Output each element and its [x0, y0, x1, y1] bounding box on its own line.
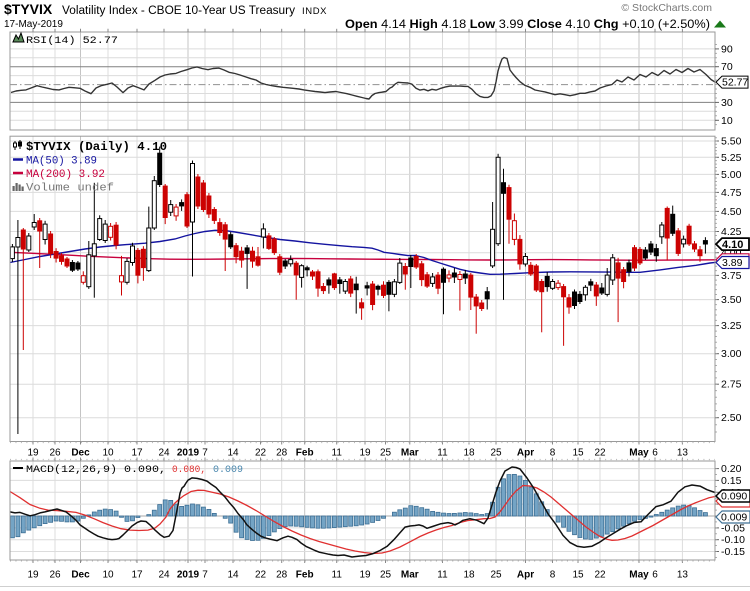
svg-text:19: 19 — [27, 448, 39, 459]
svg-text:25: 25 — [380, 448, 392, 459]
svg-text:30: 30 — [721, 97, 733, 109]
svg-text:28: 28 — [276, 570, 288, 581]
svg-text:17: 17 — [131, 448, 143, 459]
svg-text:70: 70 — [721, 61, 733, 73]
svg-text:RSI(14) 52.77: RSI(14) 52.77 — [26, 35, 118, 47]
svg-text:7: 7 — [202, 570, 208, 581]
svg-text:0.009: 0.009 — [213, 464, 243, 476]
svg-text:8: 8 — [550, 448, 556, 459]
svg-text:11: 11 — [332, 448, 343, 459]
svg-text:10: 10 — [102, 570, 114, 581]
svg-text:6: 6 — [652, 448, 658, 459]
svg-text:$TYVIX: $TYVIX — [4, 1, 53, 17]
svg-text:17: 17 — [131, 570, 143, 581]
svg-text:19: 19 — [359, 570, 371, 581]
svg-text:90: 90 — [721, 43, 733, 55]
svg-text:0.080,: 0.080, — [172, 464, 206, 476]
svg-text:28: 28 — [276, 448, 288, 459]
svg-text:May: May — [629, 570, 649, 581]
svg-text:MA(50) 3.89: MA(50) 3.89 — [26, 156, 97, 168]
svg-text:2.50: 2.50 — [721, 412, 742, 424]
svg-text:-0.05: -0.05 — [721, 522, 745, 534]
svg-text:22: 22 — [255, 448, 267, 459]
svg-text:Dec: Dec — [71, 448, 90, 459]
svg-text:Dec: Dec — [71, 570, 90, 581]
svg-text:MA(200) 3.92: MA(200) 3.92 — [26, 169, 105, 181]
svg-text:Feb: Feb — [296, 448, 314, 459]
svg-text:25: 25 — [490, 570, 502, 581]
svg-text:5.25: 5.25 — [721, 152, 742, 164]
svg-text:22: 22 — [594, 448, 606, 459]
svg-text:25: 25 — [490, 448, 502, 459]
svg-text:2019: 2019 — [177, 570, 200, 581]
svg-text:Mar: Mar — [401, 570, 419, 581]
svg-text:3.50: 3.50 — [721, 294, 742, 306]
svg-text:4.50: 4.50 — [721, 206, 742, 218]
svg-text:Apr: Apr — [517, 448, 534, 459]
svg-text:18: 18 — [463, 448, 475, 459]
svg-text:15: 15 — [572, 448, 584, 459]
svg-text:3.00: 3.00 — [721, 348, 742, 360]
svg-text:Apr: Apr — [517, 570, 534, 581]
svg-text:14: 14 — [227, 570, 239, 581]
svg-text:INDX: INDX — [302, 6, 327, 17]
svg-text:22: 22 — [255, 570, 267, 581]
svg-text:0.15: 0.15 — [721, 475, 742, 487]
svg-text:18: 18 — [463, 570, 475, 581]
svg-text:May: May — [629, 448, 649, 459]
svg-text:2019: 2019 — [177, 448, 200, 459]
svg-text:14: 14 — [227, 448, 239, 459]
svg-text:2.75: 2.75 — [721, 379, 742, 391]
svg-text:Open 4.14 High 4.18 Low 3.99 C: Open 4.14 High 4.18 Low 3.99 Close 4.10 … — [345, 19, 710, 31]
svg-text:-0.15: -0.15 — [721, 546, 745, 558]
svg-text:22: 22 — [594, 570, 606, 581]
svg-text:8: 8 — [550, 570, 556, 581]
svg-text:4.75: 4.75 — [721, 187, 742, 199]
svg-text:10: 10 — [102, 448, 114, 459]
svg-text:15: 15 — [572, 570, 584, 581]
svg-text:11: 11 — [332, 570, 343, 581]
svg-text:25: 25 — [380, 570, 392, 581]
svg-text:13: 13 — [677, 570, 689, 581]
svg-text:52.77: 52.77 — [722, 77, 748, 89]
svg-text:4.25: 4.25 — [721, 226, 742, 238]
svg-text:Volatility Index - CBOE 10-Yea: Volatility Index - CBOE 10-Year US Treas… — [62, 5, 295, 17]
svg-text:$TYVIX (Daily) 4.10: $TYVIX (Daily) 4.10 — [26, 140, 167, 154]
svg-text:4.10: 4.10 — [722, 239, 743, 251]
svg-text:© StockCharts.com: © StockCharts.com — [621, 2, 712, 14]
svg-text:-0.10: -0.10 — [721, 534, 745, 546]
svg-text:MACD(12,26,9) 0.090,: MACD(12,26,9) 0.090, — [26, 464, 166, 476]
svg-text:Mar: Mar — [401, 448, 419, 459]
svg-text:0.009: 0.009 — [721, 512, 747, 524]
svg-text:26: 26 — [49, 570, 61, 581]
svg-text:19: 19 — [27, 570, 39, 581]
svg-text:Feb: Feb — [296, 570, 314, 581]
svg-text:6: 6 — [652, 570, 658, 581]
svg-text:0.090: 0.090 — [721, 491, 747, 503]
svg-text:3.25: 3.25 — [721, 320, 742, 332]
svg-text:17-May-2019: 17-May-2019 — [4, 19, 63, 30]
svg-text:5.50: 5.50 — [721, 136, 742, 148]
svg-text:0.20: 0.20 — [721, 463, 742, 475]
svg-text:13: 13 — [677, 448, 689, 459]
svg-text:19: 19 — [359, 448, 371, 459]
svg-text:7: 7 — [202, 448, 208, 459]
svg-text:3.89: 3.89 — [722, 257, 743, 269]
svg-text:26: 26 — [49, 448, 61, 459]
svg-text:5.00: 5.00 — [721, 169, 742, 181]
svg-text:Volume undef: Volume undef — [26, 183, 114, 195]
svg-text:11: 11 — [437, 570, 448, 581]
svg-text:3.75: 3.75 — [721, 270, 742, 282]
svg-text:11: 11 — [437, 448, 448, 459]
svg-text:10: 10 — [721, 115, 733, 127]
svg-text:24: 24 — [158, 570, 170, 581]
svg-text:24: 24 — [158, 448, 170, 459]
